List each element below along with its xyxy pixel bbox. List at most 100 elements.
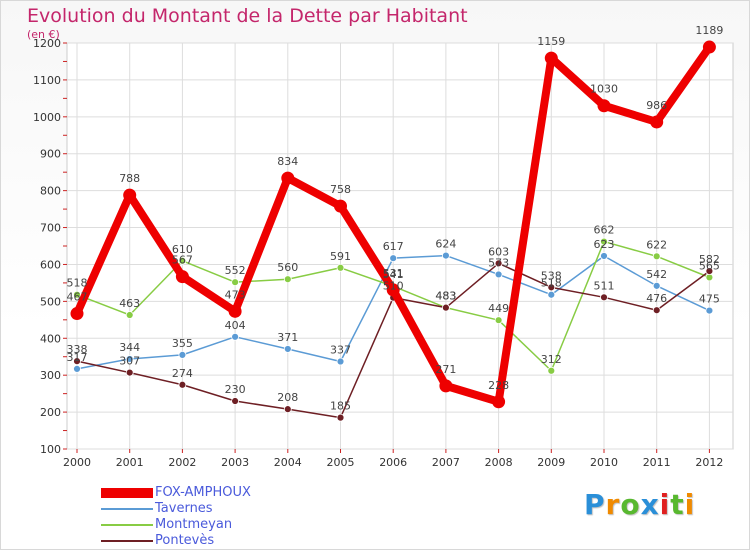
x-tick-label: 2005 [327, 456, 355, 469]
data-label: 337 [330, 344, 351, 357]
y-tick-label: 900 [40, 148, 61, 161]
data-label: 467 [67, 291, 88, 304]
data-point [336, 357, 345, 366]
data-label: 463 [119, 297, 140, 310]
data-point [281, 171, 295, 185]
y-tick-label: 400 [40, 332, 61, 345]
y-tick-label: 800 [40, 185, 61, 198]
data-label: 1030 [590, 83, 618, 96]
data-point [231, 397, 240, 405]
data-label: 483 [435, 290, 456, 303]
data-label: 542 [646, 268, 667, 281]
data-label: 307 [119, 355, 140, 368]
x-tick-label: 2001 [116, 456, 144, 469]
legend-swatch [101, 508, 153, 510]
data-point [597, 99, 611, 113]
x-tick-label: 2011 [643, 456, 671, 469]
data-point [231, 332, 240, 341]
data-label: 560 [277, 261, 298, 274]
data-label: 371 [277, 331, 298, 344]
data-label: 317 [67, 351, 88, 364]
data-label: 449 [488, 302, 509, 315]
data-point [125, 311, 134, 319]
data-point [231, 278, 240, 287]
x-tick-label: 2010 [590, 456, 618, 469]
y-tick-label: 100 [40, 443, 61, 456]
data-point [652, 252, 661, 261]
data-point [600, 293, 608, 302]
data-point [492, 395, 506, 409]
data-label: 1159 [537, 35, 565, 48]
legend: FOX-AMPHOUX Tavernes Montmeyan Pontevès [101, 485, 361, 549]
data-label: 518 [541, 277, 562, 290]
data-label: 617 [383, 240, 404, 253]
data-label: 338 [67, 343, 88, 356]
x-tick-label: 2006 [379, 456, 407, 469]
data-point [334, 199, 347, 213]
x-tick-label: 2003 [221, 456, 249, 469]
legend-item: Montmeyan [101, 517, 361, 533]
data-label: 355 [172, 337, 193, 350]
data-point [650, 115, 664, 129]
data-point [652, 306, 661, 315]
data-point [336, 413, 345, 422]
data-point [283, 405, 292, 414]
data-label: 541 [383, 268, 404, 281]
data-label: 510 [383, 280, 404, 293]
legend-item: Pontevès [101, 533, 361, 549]
chart-title: Evolution du Montant de la Dette par Hab… [27, 5, 468, 27]
data-point [389, 254, 398, 263]
data-point [600, 252, 608, 260]
data-label: 274 [172, 367, 193, 380]
data-label: 208 [277, 391, 298, 404]
data-label: 610 [172, 243, 193, 256]
legend-label: Montmeyan [155, 517, 233, 532]
data-label: 582 [699, 253, 720, 266]
data-point [439, 379, 453, 393]
data-point [386, 283, 400, 297]
data-point [125, 368, 134, 377]
y-tick-label: 1100 [33, 74, 61, 87]
data-label: 230 [225, 383, 246, 396]
data-point [73, 357, 81, 366]
data-label: 623 [594, 238, 615, 251]
data-label: 531 [383, 267, 404, 280]
data-label: 271 [435, 363, 456, 376]
data-label: 591 [330, 250, 351, 263]
data-point [494, 316, 503, 325]
legend-label: Pontevès [155, 533, 215, 548]
data-label: 511 [594, 279, 615, 292]
data-label: 404 [225, 319, 246, 332]
y-tick-label: 1000 [33, 111, 61, 124]
data-label: 552 [225, 264, 246, 277]
x-tick-label: 2008 [485, 456, 513, 469]
data-label: 1189 [695, 24, 723, 37]
data-point [441, 303, 450, 312]
data-point [178, 256, 187, 265]
x-tick-label: 2012 [695, 456, 723, 469]
logo-letter: P [584, 488, 606, 521]
legend-item: FOX-AMPHOUX [101, 485, 361, 501]
legend-label: Tavernes [155, 501, 213, 516]
data-point [123, 188, 137, 202]
data-label: 228 [488, 379, 509, 392]
data-point [441, 251, 450, 260]
data-label: 538 [541, 269, 562, 282]
data-label: 185 [330, 400, 351, 413]
data-point [600, 237, 608, 246]
data-label: 483 [435, 290, 456, 303]
logo-letter: i [659, 488, 671, 521]
y-tick-label: 500 [40, 295, 61, 308]
y-tick-label: 600 [40, 258, 61, 271]
x-tick-label: 2004 [274, 456, 302, 469]
data-label: 312 [541, 353, 562, 366]
data-point [73, 365, 81, 373]
y-tick-label: 300 [40, 369, 61, 382]
data-label: 344 [119, 341, 140, 354]
data-point [228, 304, 242, 318]
data-point [125, 355, 134, 363]
data-label: 475 [699, 293, 720, 306]
data-point [702, 40, 716, 54]
